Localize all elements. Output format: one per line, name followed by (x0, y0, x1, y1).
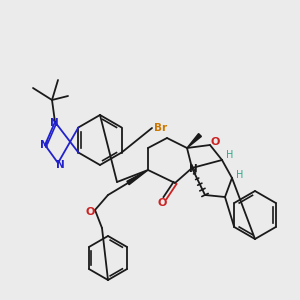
Text: H: H (226, 150, 234, 160)
Text: N: N (189, 164, 197, 174)
Text: N: N (40, 140, 48, 150)
Text: N: N (56, 160, 64, 170)
Text: O: O (157, 198, 167, 208)
Polygon shape (187, 134, 201, 148)
Text: N: N (50, 118, 58, 128)
Polygon shape (127, 170, 148, 185)
Text: H: H (236, 170, 244, 180)
Text: Br: Br (154, 123, 167, 133)
Text: O: O (85, 207, 95, 217)
Text: O: O (210, 137, 220, 147)
